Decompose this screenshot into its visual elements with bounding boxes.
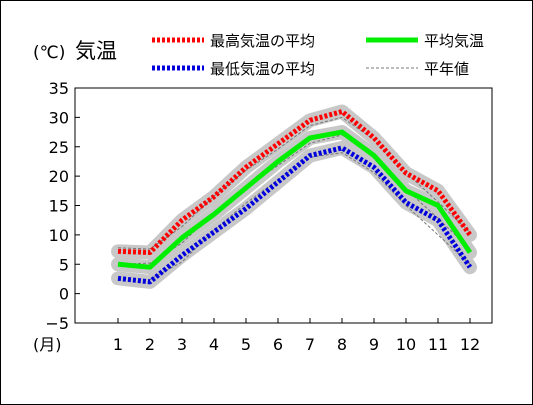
x-tick-label: 7: [305, 335, 315, 354]
x-tick-label: 9: [369, 335, 379, 354]
legend-label: 平均気温: [424, 32, 484, 50]
y-tick-label: −5: [45, 314, 69, 333]
y-tick-label: 0: [59, 285, 69, 304]
x-tick-label: 11: [428, 335, 448, 354]
chart-title: 気温: [75, 39, 117, 63]
series-line: [117, 145, 473, 285]
x-axis-unit: (月): [33, 335, 62, 354]
y-tick-label: 35: [49, 79, 69, 98]
x-tick-label: 5: [241, 335, 251, 354]
y-tick-label: 5: [59, 255, 69, 274]
legend-label: 最低気温の平均: [210, 60, 315, 78]
x-tick-label: 12: [460, 335, 480, 354]
x-tick-label: 10: [396, 335, 416, 354]
y-axis-unit: (℃): [33, 43, 65, 63]
series-line: [117, 109, 473, 255]
x-tick-label: 3: [177, 335, 187, 354]
x-tick-label: 8: [337, 335, 347, 354]
y-tick-label: 15: [49, 197, 69, 216]
x-tick-label: 1: [113, 335, 123, 354]
y-tick-label: 25: [49, 138, 69, 157]
legend-label: 最高気温の平均: [210, 32, 315, 50]
y-tick-label: 10: [49, 226, 69, 245]
x-tick-label: 4: [209, 335, 219, 354]
plot-layer: [111, 104, 477, 289]
series-line: [117, 129, 473, 270]
x-tick-label: 2: [145, 335, 155, 354]
legend-label: 平年値: [424, 60, 469, 78]
normal-line: [118, 152, 471, 281]
y-tick-label: 30: [49, 108, 69, 127]
y-tick-label: 20: [49, 167, 69, 186]
x-tick-label: 6: [273, 335, 283, 354]
